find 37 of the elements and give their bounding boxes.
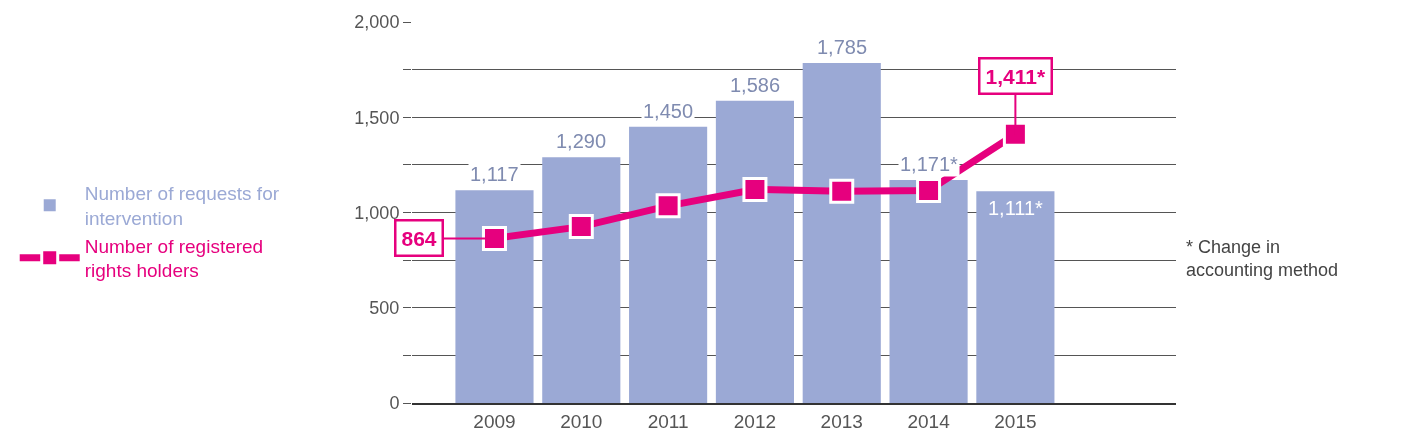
legend-label: Number of registered rights holders: [84, 235, 264, 282]
legend-label: Number of requests for intervention: [84, 183, 280, 230]
y-tick-label: 0: [389, 393, 400, 414]
y-tick-label: 1,000: [354, 202, 400, 223]
point: [742, 176, 768, 202]
data-label: 1,290: [556, 130, 607, 152]
x-tick-label: 2011: [647, 410, 689, 432]
x-tick-label: 2012: [733, 410, 777, 432]
bar: [976, 191, 1055, 403]
point: [916, 177, 942, 203]
data-label: 1,111*: [988, 197, 1044, 219]
data-label: 864: [401, 226, 437, 250]
bar: [715, 100, 794, 403]
bar: [542, 157, 621, 403]
data-label: 1,586: [730, 74, 781, 96]
point: [655, 193, 681, 219]
data-label: 1,450: [643, 100, 694, 122]
y-tick-label: 1,500: [354, 107, 400, 128]
bar: [802, 62, 881, 403]
x-tick-label: 2015: [994, 410, 1037, 432]
point: [568, 214, 594, 240]
data-label: 1,785: [817, 36, 868, 58]
bar: [629, 126, 708, 403]
x-tick-label: 2009: [473, 410, 516, 432]
x-tick-label: 2014: [907, 410, 951, 432]
point: [1002, 121, 1028, 147]
y-tick-label: 2,000: [354, 12, 400, 33]
y-tick-label: 500: [369, 298, 400, 319]
x-tick-label: 2013: [820, 410, 863, 432]
data-label: 1,411*: [985, 64, 1046, 88]
point: [829, 178, 855, 204]
bar: [455, 190, 534, 403]
point: [481, 225, 507, 251]
data-label: 1,117: [470, 163, 519, 185]
text: * Change in accounting method: [1186, 237, 1339, 281]
x-tick-label: 2010: [560, 410, 603, 432]
data-label: 1,171*: [900, 153, 959, 175]
